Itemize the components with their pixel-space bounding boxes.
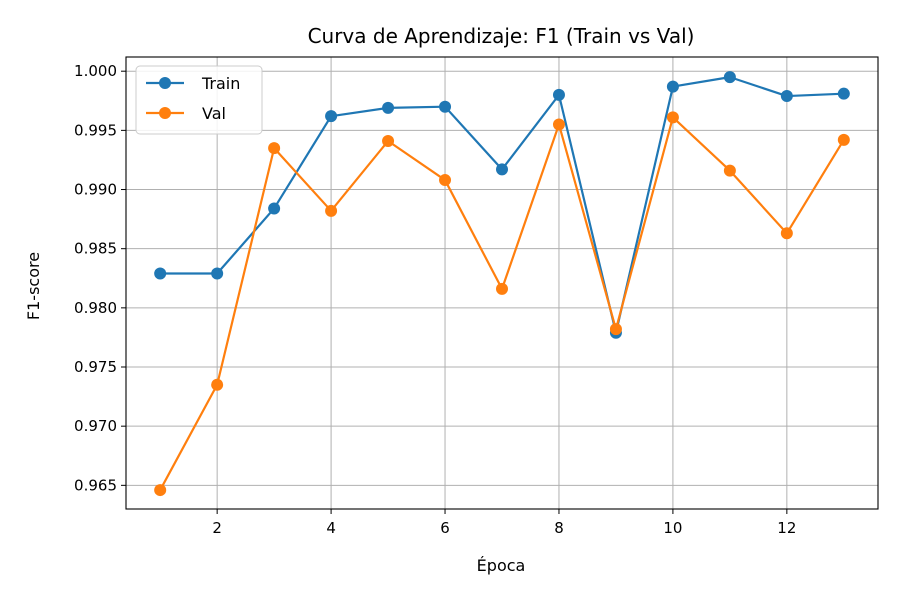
y-tick-label: 0.985 xyxy=(74,240,117,258)
x-tick-label: 6 xyxy=(440,519,450,537)
x-tick-label: 12 xyxy=(777,519,796,537)
data-point-val xyxy=(780,227,793,240)
legend-label-train: Train xyxy=(201,74,240,93)
series-layer xyxy=(154,71,850,497)
legend-label-val: Val xyxy=(202,104,226,123)
data-point-train xyxy=(780,90,793,103)
data-point-val xyxy=(552,118,565,131)
data-point-val xyxy=(325,204,338,217)
y-tick-label: 0.965 xyxy=(74,476,117,494)
data-point-val xyxy=(439,174,452,187)
data-point-val xyxy=(382,135,395,148)
x-tick-label: 10 xyxy=(663,519,682,537)
data-point-train xyxy=(382,101,395,114)
chart-title: Curva de Aprendizaje: F1 (Train vs Val) xyxy=(308,24,695,48)
y-tick-label: 0.970 xyxy=(74,417,117,435)
legend-box xyxy=(135,65,263,135)
data-point-val xyxy=(496,282,508,295)
legend-marker-val xyxy=(159,107,171,119)
y-tick-label: 0.980 xyxy=(74,299,117,317)
data-point-val xyxy=(723,164,736,177)
data-point-val xyxy=(154,484,167,497)
y-tick-label: 1.000 xyxy=(74,62,117,80)
data-point-train xyxy=(268,202,281,215)
data-point-val xyxy=(837,133,850,146)
y-axis-title: F1-score xyxy=(24,252,43,320)
data-point-val xyxy=(211,378,224,391)
plot-frame xyxy=(125,56,879,510)
legend: Train Val xyxy=(135,65,263,135)
x-tick-label: 8 xyxy=(554,519,564,537)
data-point-train xyxy=(552,88,565,101)
x-tick-label: 4 xyxy=(326,519,336,537)
data-point-val xyxy=(666,111,679,124)
data-point-train xyxy=(211,267,224,280)
data-point-train xyxy=(837,87,850,100)
data-point-val xyxy=(609,323,622,336)
grid xyxy=(126,57,878,509)
y-tick-label: 0.995 xyxy=(74,121,117,139)
data-point-val xyxy=(268,142,281,155)
data-point-train xyxy=(154,267,167,280)
legend-marker-train xyxy=(159,77,171,89)
y-tick-label: 0.975 xyxy=(74,358,117,376)
y-tick-label: 0.990 xyxy=(74,181,117,199)
x-axis-title: Época xyxy=(477,556,526,575)
data-point-train xyxy=(666,80,679,93)
data-point-train xyxy=(496,163,508,176)
data-point-train xyxy=(723,71,736,84)
data-point-train xyxy=(439,100,452,113)
data-point-train xyxy=(325,110,338,123)
axis-ticks: 2 4 6 8 10 12 0.965 0.970 0.975 0.980 0.985 0.990 0.… xyxy=(74,62,796,537)
x-tick-label: 2 xyxy=(212,519,222,537)
